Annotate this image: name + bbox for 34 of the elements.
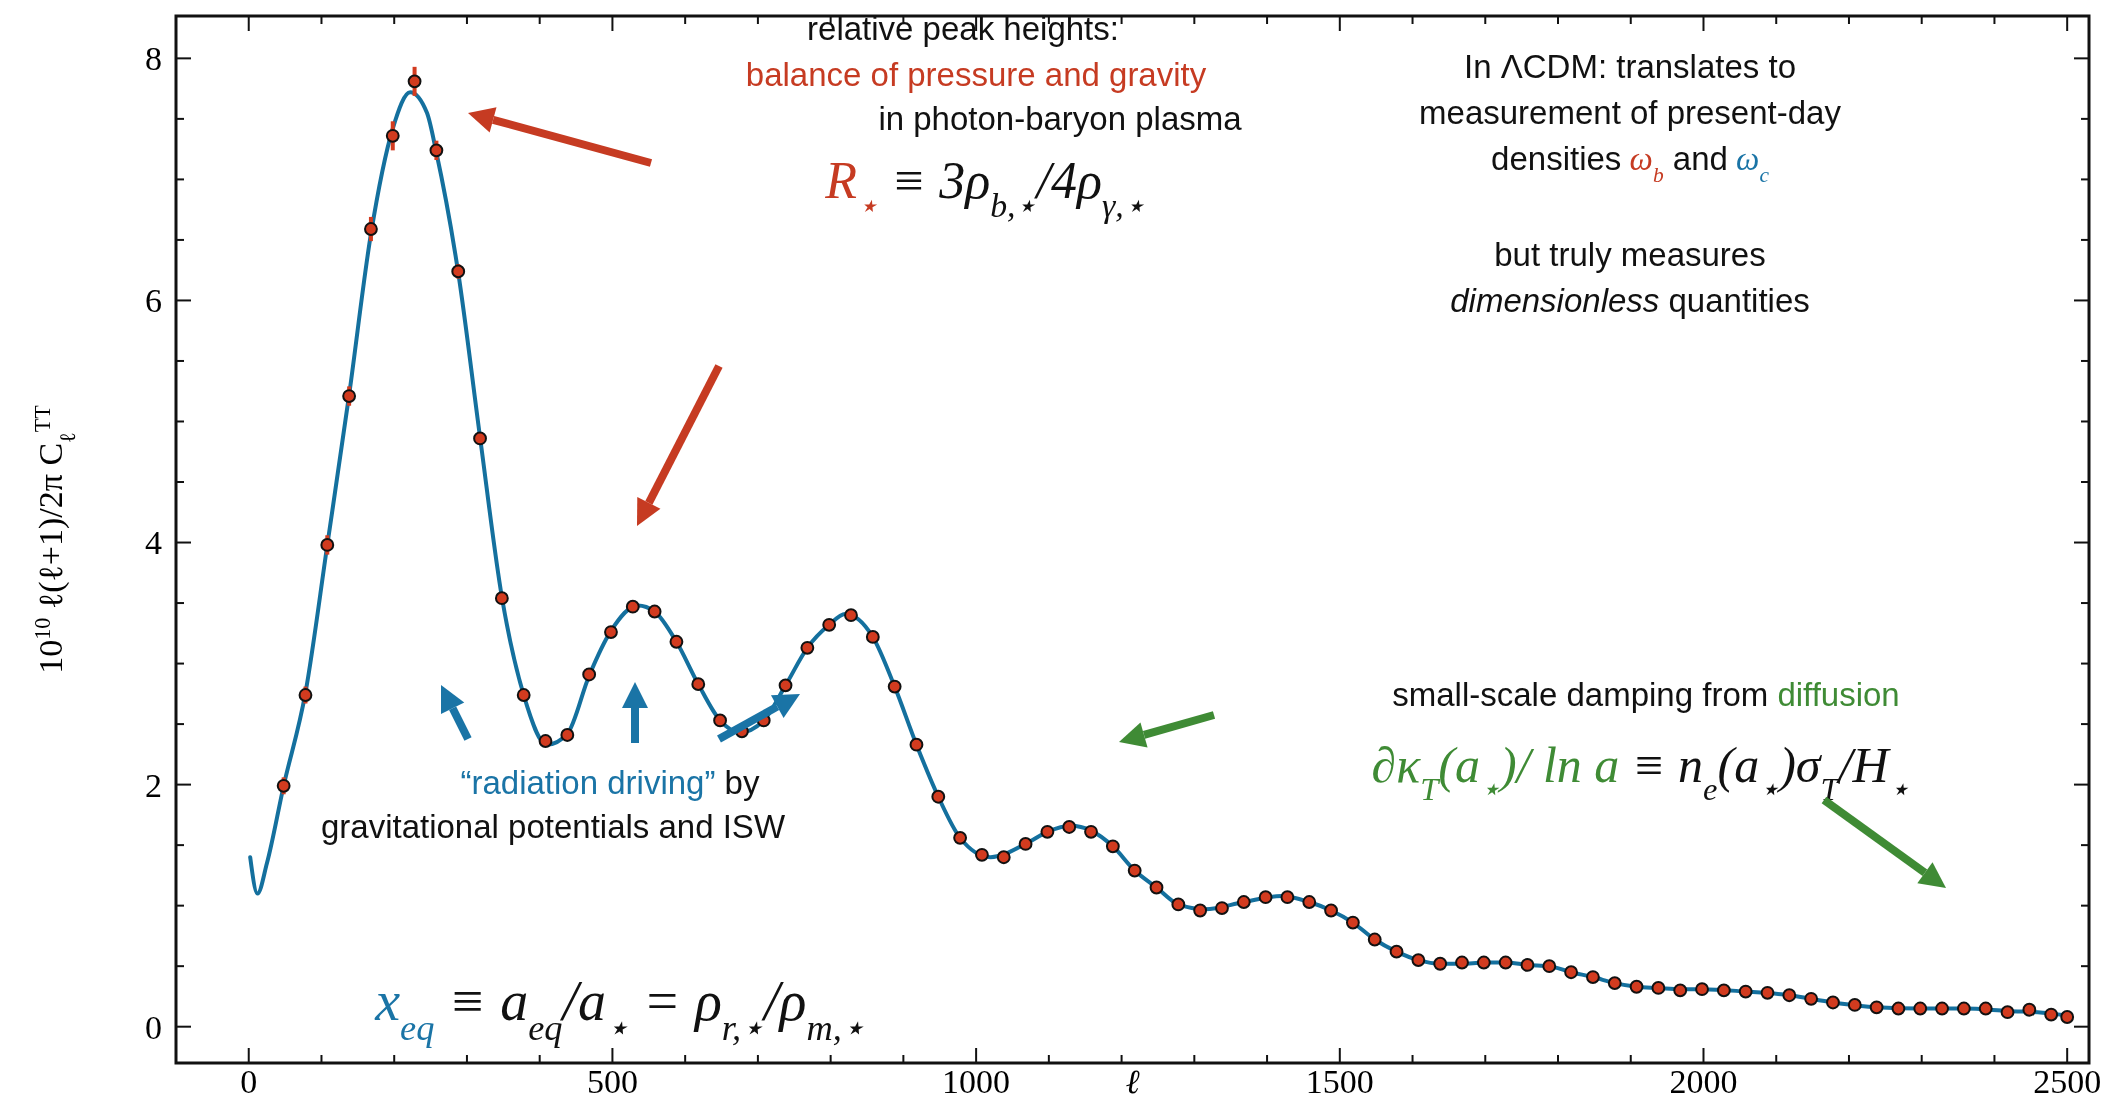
x-tick-label: 500 — [586, 1063, 638, 1096]
annotation: ∂κ$_{T}$(a$_{⋆}$)/ ln a — [1371, 737, 1620, 807]
annotation: gravitational potentials and ISW — [320, 808, 786, 845]
annotation: ω$_{b}$ — [1621, 141, 1664, 187]
y-tick-label: 0 — [145, 1008, 162, 1046]
annotation: dimensionless — [1450, 282, 1660, 319]
y-tick-label: 8 — [145, 40, 162, 78]
y-tick-label: 4 — [145, 524, 162, 562]
annotation: quantities — [1659, 282, 1810, 319]
annotation: balance of pressure and gravity — [745, 56, 1207, 93]
annotation: in photon-baryon plasma — [878, 100, 1243, 137]
x-tick-label: 1500 — [1305, 1063, 1374, 1096]
annotation: and — [1663, 140, 1728, 177]
annotation: ω$_{c}$ — [1727, 141, 1770, 187]
annotation: ≡ 3ρ$_{b,⋆}$/4ρ$_{γ,⋆}$ — [878, 152, 1145, 224]
annotation: In ΛCDM: translates to — [1464, 48, 1796, 85]
annotation: diffusion — [1768, 676, 1900, 713]
x-axis-title: ℓ — [1125, 1063, 1140, 1096]
annotation: small-scale damping from — [1392, 676, 1769, 713]
annotation: by — [715, 764, 760, 801]
x-tick-label: 2500 — [2033, 1063, 2102, 1096]
y-tick-label: 6 — [145, 282, 162, 320]
annotation: “radiation driving” — [460, 764, 716, 801]
annotation: but truly measures — [1494, 236, 1766, 273]
annotation: relative peak heights: — [807, 10, 1119, 47]
annotation: R$_{⋆}$ — [824, 152, 879, 224]
annotation: ≡ a$_{eq}$/a$_{⋆}$ = ρ$_{r,⋆}$/ρ$_{m,⋆}$ — [434, 970, 865, 1048]
annotation: measurement of present-day — [1419, 94, 1842, 131]
annotation: x$_{eq}$ — [374, 970, 435, 1048]
y-tick-label: 2 — [145, 766, 162, 804]
x-tick-label: 2000 — [1669, 1063, 1738, 1096]
x-tick-label: 0 — [240, 1063, 258, 1096]
x-tick-label: 1000 — [942, 1063, 1011, 1096]
annotation: densities — [1491, 140, 1622, 177]
